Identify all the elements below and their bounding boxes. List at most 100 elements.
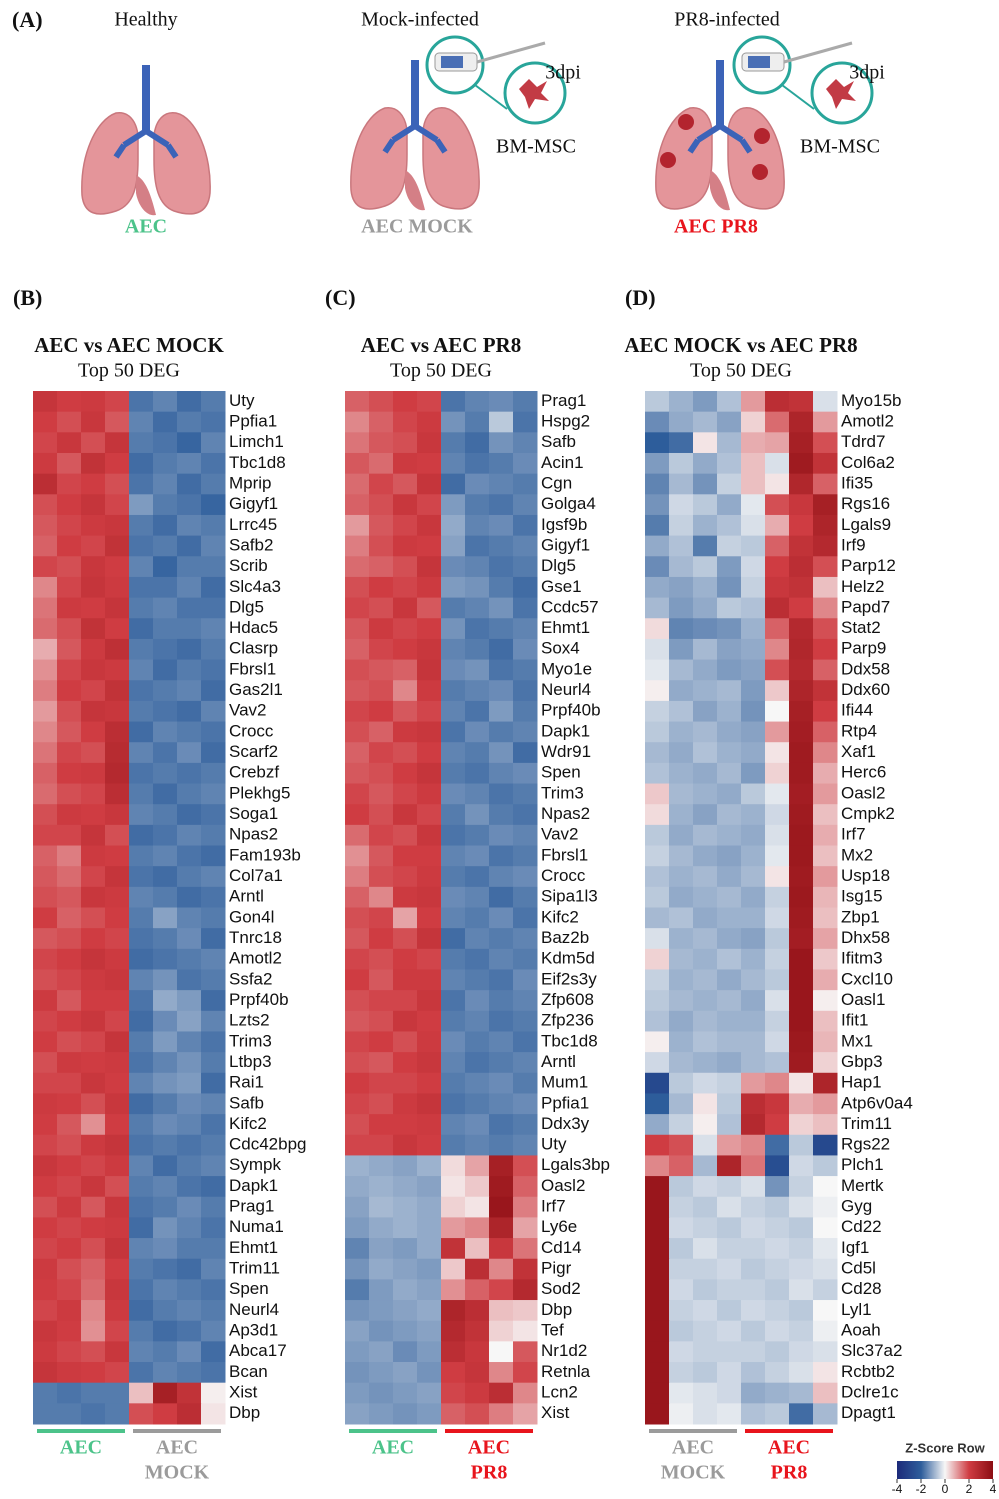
heatmap-cell bbox=[33, 514, 58, 537]
heatmap-cell bbox=[741, 535, 766, 557]
heatmap-cell bbox=[153, 411, 178, 433]
row-label: Acin1 bbox=[541, 453, 584, 472]
heatmap-cell bbox=[81, 1238, 106, 1260]
heatmap-cell bbox=[369, 907, 394, 929]
heatmap-cell bbox=[645, 1114, 670, 1136]
heatmap-cell bbox=[669, 762, 694, 785]
heatmap-cell bbox=[693, 804, 718, 826]
heatmap-cell bbox=[813, 494, 838, 516]
heatmap-cell bbox=[741, 845, 766, 867]
heatmap-cell bbox=[441, 411, 466, 433]
heatmap-cell bbox=[465, 928, 490, 950]
heatmap-cell bbox=[645, 1010, 670, 1032]
heatmap-cell bbox=[441, 928, 466, 950]
heatmap-cell bbox=[765, 411, 790, 433]
row-label: Soga1 bbox=[229, 804, 278, 823]
heatmap-cell bbox=[153, 1093, 178, 1115]
heatmap-cell bbox=[393, 494, 418, 516]
heatmap-cell bbox=[129, 1072, 154, 1094]
heatmap-cell bbox=[153, 1134, 178, 1156]
row-label: Dbp bbox=[541, 1300, 572, 1319]
heatmap-cell bbox=[393, 700, 418, 723]
row-label: Mx1 bbox=[841, 1031, 873, 1050]
heatmap-cell bbox=[465, 1382, 490, 1404]
group-label: PR8 bbox=[771, 1462, 808, 1484]
heatmap-cell bbox=[513, 432, 538, 454]
heatmap-cell bbox=[645, 1382, 670, 1404]
cell-label: BM-MSC bbox=[800, 136, 880, 158]
heatmap-cell bbox=[129, 1031, 154, 1053]
heatmap-cell bbox=[489, 990, 514, 1012]
heatmap-cell bbox=[717, 948, 742, 970]
heatmap-cell bbox=[465, 742, 490, 764]
heatmap-cell bbox=[717, 452, 742, 475]
heatmap-cell bbox=[645, 700, 670, 723]
heatmap-cell bbox=[201, 928, 226, 950]
heatmap-cell bbox=[417, 618, 442, 640]
heatmap-cell bbox=[57, 391, 82, 413]
heatmap-cell bbox=[813, 1010, 838, 1032]
heatmap-cell bbox=[465, 700, 490, 723]
heatmap-cell bbox=[489, 1403, 514, 1425]
row-label: Irf7 bbox=[841, 825, 866, 844]
row-label: Prag1 bbox=[541, 391, 586, 410]
heatmap-cell bbox=[81, 1176, 106, 1198]
heatmap-cell bbox=[513, 452, 538, 475]
heatmap-cell bbox=[465, 1134, 490, 1156]
heatmap-cell bbox=[345, 742, 370, 764]
heatmap-cell bbox=[57, 1093, 82, 1115]
heatmap-cell bbox=[345, 1052, 370, 1074]
heatmap-cell bbox=[693, 969, 718, 991]
row-label: Eif2s3y bbox=[541, 969, 597, 988]
heatmap-cell bbox=[789, 1093, 814, 1115]
heatmap-cell bbox=[789, 452, 814, 475]
heatmap-cell bbox=[129, 824, 154, 847]
row-label: Neurl4 bbox=[541, 680, 591, 699]
heatmap-cell bbox=[441, 638, 466, 661]
heatmap-cell bbox=[717, 680, 742, 702]
heatmap-cell bbox=[417, 1258, 442, 1280]
heatmap-cell bbox=[345, 1093, 370, 1115]
heatmap-cell bbox=[765, 1279, 790, 1301]
heatmap-cell bbox=[741, 1093, 766, 1115]
heatmap-cell bbox=[669, 556, 694, 578]
row-label: Ly6e bbox=[541, 1217, 577, 1236]
heatmap-cell bbox=[129, 907, 154, 929]
heatmap-cell bbox=[693, 1196, 718, 1218]
heatmap-cell bbox=[645, 556, 670, 578]
heatmap-cell bbox=[765, 1155, 790, 1177]
heatmap-cell bbox=[717, 928, 742, 950]
heatmap-cell bbox=[669, 618, 694, 640]
heatmap-cell bbox=[129, 969, 154, 991]
heatmap-cell bbox=[645, 783, 670, 805]
group-label: AEC bbox=[468, 1437, 510, 1459]
heatmap-cell bbox=[669, 597, 694, 619]
heatmap-cell bbox=[105, 1114, 130, 1136]
heatmap-cell bbox=[489, 804, 514, 826]
heatmap-cell bbox=[33, 680, 58, 702]
row-label: Cd28 bbox=[841, 1279, 882, 1298]
heatmap-cell bbox=[645, 597, 670, 619]
heatmap-cell bbox=[465, 1258, 490, 1280]
heatmap-cell bbox=[105, 1279, 130, 1301]
heatmap-cell bbox=[57, 638, 82, 661]
heatmap-cell bbox=[789, 824, 814, 847]
heatmap-cell bbox=[813, 1196, 838, 1218]
heatmap-cell bbox=[369, 618, 394, 640]
heatmap-cell bbox=[693, 576, 718, 599]
heatmap-cell bbox=[513, 1238, 538, 1260]
heatmap-cell bbox=[153, 1403, 178, 1425]
heatmap-cell bbox=[513, 845, 538, 867]
heatmap-cell bbox=[129, 845, 154, 867]
heatmap-cell bbox=[741, 1114, 766, 1136]
heatmap-cell bbox=[465, 556, 490, 578]
heatmap-cell bbox=[417, 1403, 442, 1425]
row-label: Gigyf1 bbox=[229, 494, 278, 513]
heatmap-cell bbox=[369, 452, 394, 475]
heatmap-cell bbox=[57, 1176, 82, 1198]
heatmap-cell bbox=[33, 824, 58, 847]
heatmap-cell bbox=[393, 969, 418, 991]
row-label: Dlg5 bbox=[229, 597, 264, 616]
heatmap-cell bbox=[513, 1217, 538, 1239]
heatmap-cell bbox=[465, 1031, 490, 1053]
